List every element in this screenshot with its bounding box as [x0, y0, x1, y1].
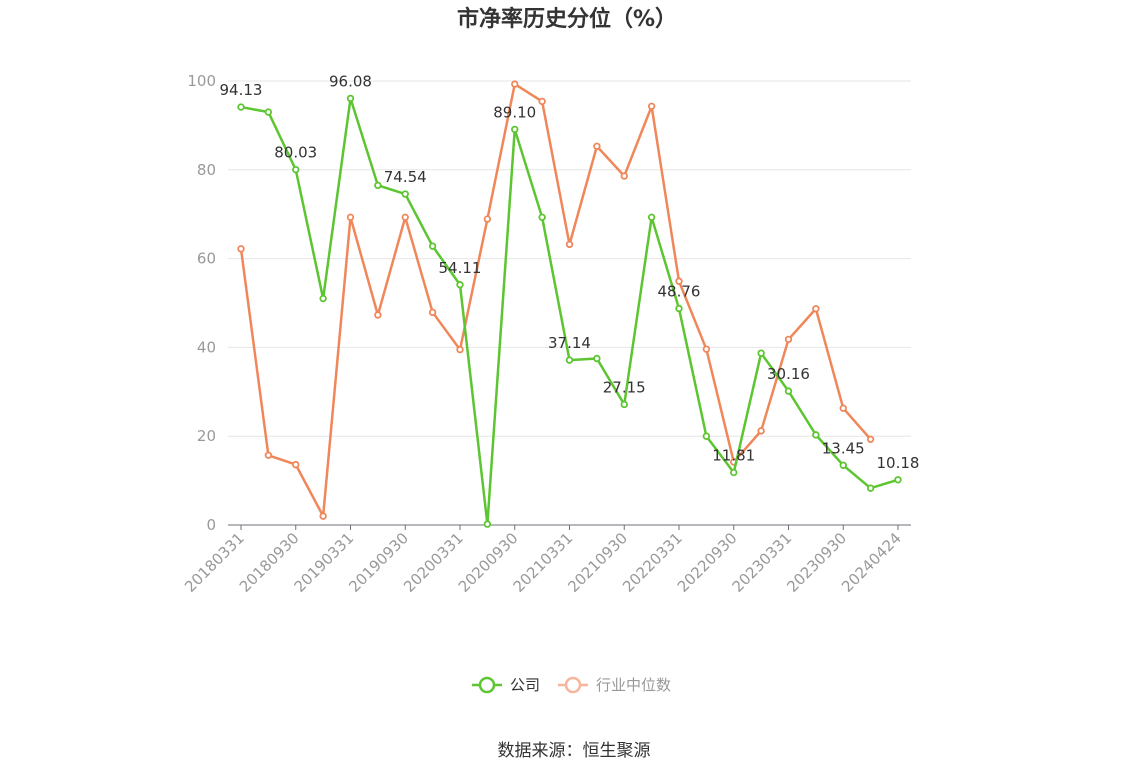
- legend-marker: [564, 676, 582, 694]
- data-point: [812, 305, 820, 313]
- data-point: [757, 427, 765, 435]
- data-label: 10.18: [877, 454, 920, 472]
- y-tick-label: 100: [187, 72, 216, 90]
- chart-title: 市净率历史分位（%）: [457, 6, 677, 32]
- source-note: 数据来源：恒生聚源: [498, 741, 651, 761]
- legend-marker: [478, 676, 496, 694]
- data-label: 94.13: [220, 81, 263, 99]
- data-point: [483, 215, 492, 223]
- data-point: [401, 190, 409, 198]
- legend-item-0[interactable]: 公司: [472, 676, 540, 694]
- series-line-0: [240, 97, 899, 526]
- data-point: [593, 354, 601, 363]
- y-tick-label: 40: [197, 338, 216, 356]
- data-point: [538, 97, 546, 106]
- data-point: [346, 94, 355, 103]
- data-point: [456, 281, 464, 289]
- legend-label: 行业中位数: [596, 676, 671, 694]
- data-point: [647, 213, 656, 222]
- data-point: [702, 432, 711, 440]
- data-point: [264, 451, 273, 459]
- data-point: [565, 356, 574, 364]
- data-point: [620, 172, 628, 180]
- data-label: 11.81: [712, 447, 755, 465]
- y-tick-label: 80: [197, 161, 216, 179]
- data-point: [730, 468, 738, 477]
- data-point: [428, 308, 437, 317]
- data-label: 74.54: [384, 168, 427, 186]
- data-point: [784, 335, 793, 344]
- y-tick-label: 60: [197, 250, 216, 268]
- data-label: 27.15: [603, 378, 646, 396]
- series-line-1: [239, 82, 872, 518]
- data-label: 80.03: [274, 144, 317, 162]
- x-tick-label: 20240424: [838, 529, 905, 596]
- data-point: [620, 400, 628, 409]
- data-label: 13.45: [822, 439, 865, 457]
- data-point: [428, 242, 437, 250]
- y-tick-label: 20: [197, 427, 216, 445]
- data-point: [757, 349, 765, 357]
- data-point: [538, 213, 546, 222]
- data-point: [511, 125, 519, 134]
- data-point: [647, 102, 656, 111]
- data-label: 89.10: [493, 103, 536, 121]
- data-point: [346, 213, 355, 222]
- data-point: [483, 520, 492, 528]
- data-point: [374, 181, 382, 190]
- data-point: [784, 387, 793, 395]
- data-point: [292, 460, 300, 469]
- legend[interactable]: 公司 行业中位数: [472, 676, 671, 694]
- data-point: [675, 304, 683, 313]
- data-point: [319, 512, 327, 520]
- y-tick-label: 0: [206, 516, 216, 534]
- data-label: 48.76: [658, 283, 701, 301]
- data-labels: 94.13 80.03 96.08 74.54 54.11 89.10 37.14 27.15…: [220, 72, 920, 471]
- data-point: [292, 165, 300, 174]
- data-point: [812, 431, 820, 439]
- series-layer: [237, 80, 902, 528]
- data-point: [839, 404, 847, 412]
- legend-label: 公司: [510, 676, 540, 694]
- data-point: [401, 213, 409, 222]
- data-point: [675, 277, 683, 285]
- data-label: 37.14: [548, 334, 591, 352]
- legend-item-1[interactable]: 行业中位数: [558, 676, 671, 694]
- data-point: [565, 240, 574, 249]
- data-point: [866, 484, 875, 492]
- data-point: [264, 108, 273, 116]
- data-point: [593, 142, 601, 150]
- data-point: [237, 245, 245, 253]
- data-point: [866, 435, 875, 444]
- data-point: [894, 476, 902, 484]
- data-point: [702, 345, 711, 353]
- data-point: [237, 103, 245, 111]
- data-point: [319, 294, 327, 303]
- data-label: 54.11: [439, 259, 482, 277]
- data-point: [456, 345, 464, 354]
- data-label: 96.08: [329, 72, 372, 90]
- data-label: 30.16: [767, 365, 810, 383]
- data-point: [374, 311, 382, 319]
- data-point: [511, 80, 519, 88]
- data-point: [839, 461, 847, 469]
